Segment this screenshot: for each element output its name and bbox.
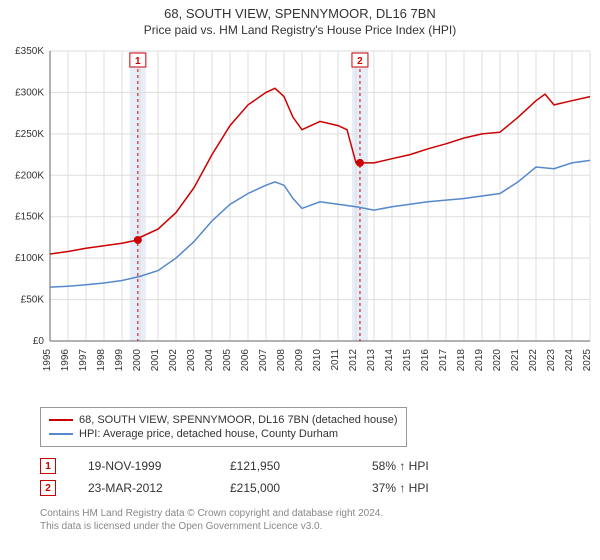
x-tick-label: 2016 (420, 349, 431, 372)
x-tick-label: 2009 (294, 349, 305, 372)
legend-label-0: 68, SOUTH VIEW, SPENNYMOOR, DL16 7BN (de… (79, 414, 398, 426)
footer-line-2: This data is licensed under the Open Gov… (40, 520, 600, 533)
marker-date-2: 23-MAR-2012 (88, 481, 198, 495)
marker-price-1: £121,950 (230, 459, 340, 473)
y-tick-label: £0 (33, 336, 45, 347)
x-tick-label: 2010 (312, 349, 323, 372)
chart-area: £0 £50K £100K £150K £200K £250K £300K £350K 1995… (0, 41, 600, 401)
x-tick-label: 2003 (186, 349, 197, 372)
marker-diff-1: 58% ↑ HPI (372, 459, 482, 473)
x-tick-label: 1999 (114, 349, 125, 372)
legend-label-1: HPI: Average price, detached house, Coun… (79, 428, 338, 440)
x-tick-label: 2024 (564, 349, 575, 372)
marker-date-1: 19-NOV-1999 (88, 459, 198, 473)
y-tick-label: £100K (15, 253, 44, 264)
marker-point (134, 236, 142, 244)
x-tick-label: 2018 (456, 349, 467, 372)
title-sub: Price paid vs. HM Land Registry's House … (0, 23, 600, 37)
x-tick-label: 2020 (492, 349, 503, 372)
x-tick-label: 1995 (42, 349, 53, 372)
marker-row-2: 2 23-MAR-2012 £215,000 37% ↑ HPI (40, 477, 600, 499)
x-tick-label: 2004 (204, 349, 215, 372)
x-tick-label: 2007 (258, 349, 269, 372)
title-block: 68, SOUTH VIEW, SPENNYMOOR, DL16 7BN Pri… (0, 0, 600, 41)
x-tick-label: 2014 (384, 349, 395, 372)
markers-table: 1 19-NOV-1999 £121,950 58% ↑ HPI 2 23-MA… (40, 455, 600, 499)
x-tick-label: 2025 (582, 349, 593, 372)
x-tick-label: 1998 (96, 349, 107, 372)
marker-badge-1: 1 (40, 458, 56, 474)
marker-diff-2: 37% ↑ HPI (372, 481, 482, 495)
y-tick-label: £200K (15, 170, 44, 181)
legend-box: 68, SOUTH VIEW, SPENNYMOOR, DL16 7BN (de… (40, 407, 407, 447)
footer-note: Contains HM Land Registry data © Crown c… (40, 507, 600, 533)
marker-point (356, 159, 364, 167)
x-tick-label: 2001 (150, 349, 161, 372)
x-tick-label: 2002 (168, 349, 179, 372)
x-tick-label: 1997 (78, 349, 89, 372)
y-tick-label: £150K (15, 212, 44, 223)
x-tick-label: 2008 (276, 349, 287, 372)
legend-row: 68, SOUTH VIEW, SPENNYMOOR, DL16 7BN (de… (49, 413, 398, 427)
x-tick-label: 2023 (546, 349, 557, 372)
legend-swatch-0 (49, 419, 73, 421)
x-tick-label: 2011 (330, 349, 341, 371)
marker-row-1: 1 19-NOV-1999 £121,950 58% ↑ HPI (40, 455, 600, 477)
y-tick-label: £50K (21, 295, 45, 306)
y-tick-label: £250K (15, 129, 44, 140)
x-tick-label: 2019 (474, 349, 485, 372)
chart-svg: £0 £50K £100K £150K £200K £250K £300K £350K 1995… (0, 41, 600, 401)
legend-swatch-1 (49, 433, 73, 435)
x-tick-label: 2012 (348, 349, 359, 372)
x-tick-label: 2006 (240, 349, 251, 372)
x-tick-label: 2013 (366, 349, 377, 372)
x-tick-label: 2005 (222, 349, 233, 372)
title-main: 68, SOUTH VIEW, SPENNYMOOR, DL16 7BN (0, 6, 600, 21)
marker-label: 1 (135, 56, 141, 67)
chart-container: 68, SOUTH VIEW, SPENNYMOOR, DL16 7BN Pri… (0, 0, 600, 533)
marker-price-2: £215,000 (230, 481, 340, 495)
x-tick-label: 2015 (402, 349, 413, 372)
x-tick-label: 1996 (60, 349, 71, 372)
x-tick-label: 2021 (510, 349, 521, 372)
legend-row: HPI: Average price, detached house, Coun… (49, 427, 398, 441)
x-tick-label: 2022 (528, 349, 539, 372)
y-tick-label: £350K (15, 46, 44, 57)
x-tick-label: 2017 (438, 349, 449, 372)
y-tick-label: £300K (15, 87, 44, 98)
marker-label: 2 (357, 56, 363, 67)
footer-line-1: Contains HM Land Registry data © Crown c… (40, 507, 600, 520)
x-tick-label: 2000 (132, 349, 143, 372)
marker-badge-2: 2 (40, 480, 56, 496)
